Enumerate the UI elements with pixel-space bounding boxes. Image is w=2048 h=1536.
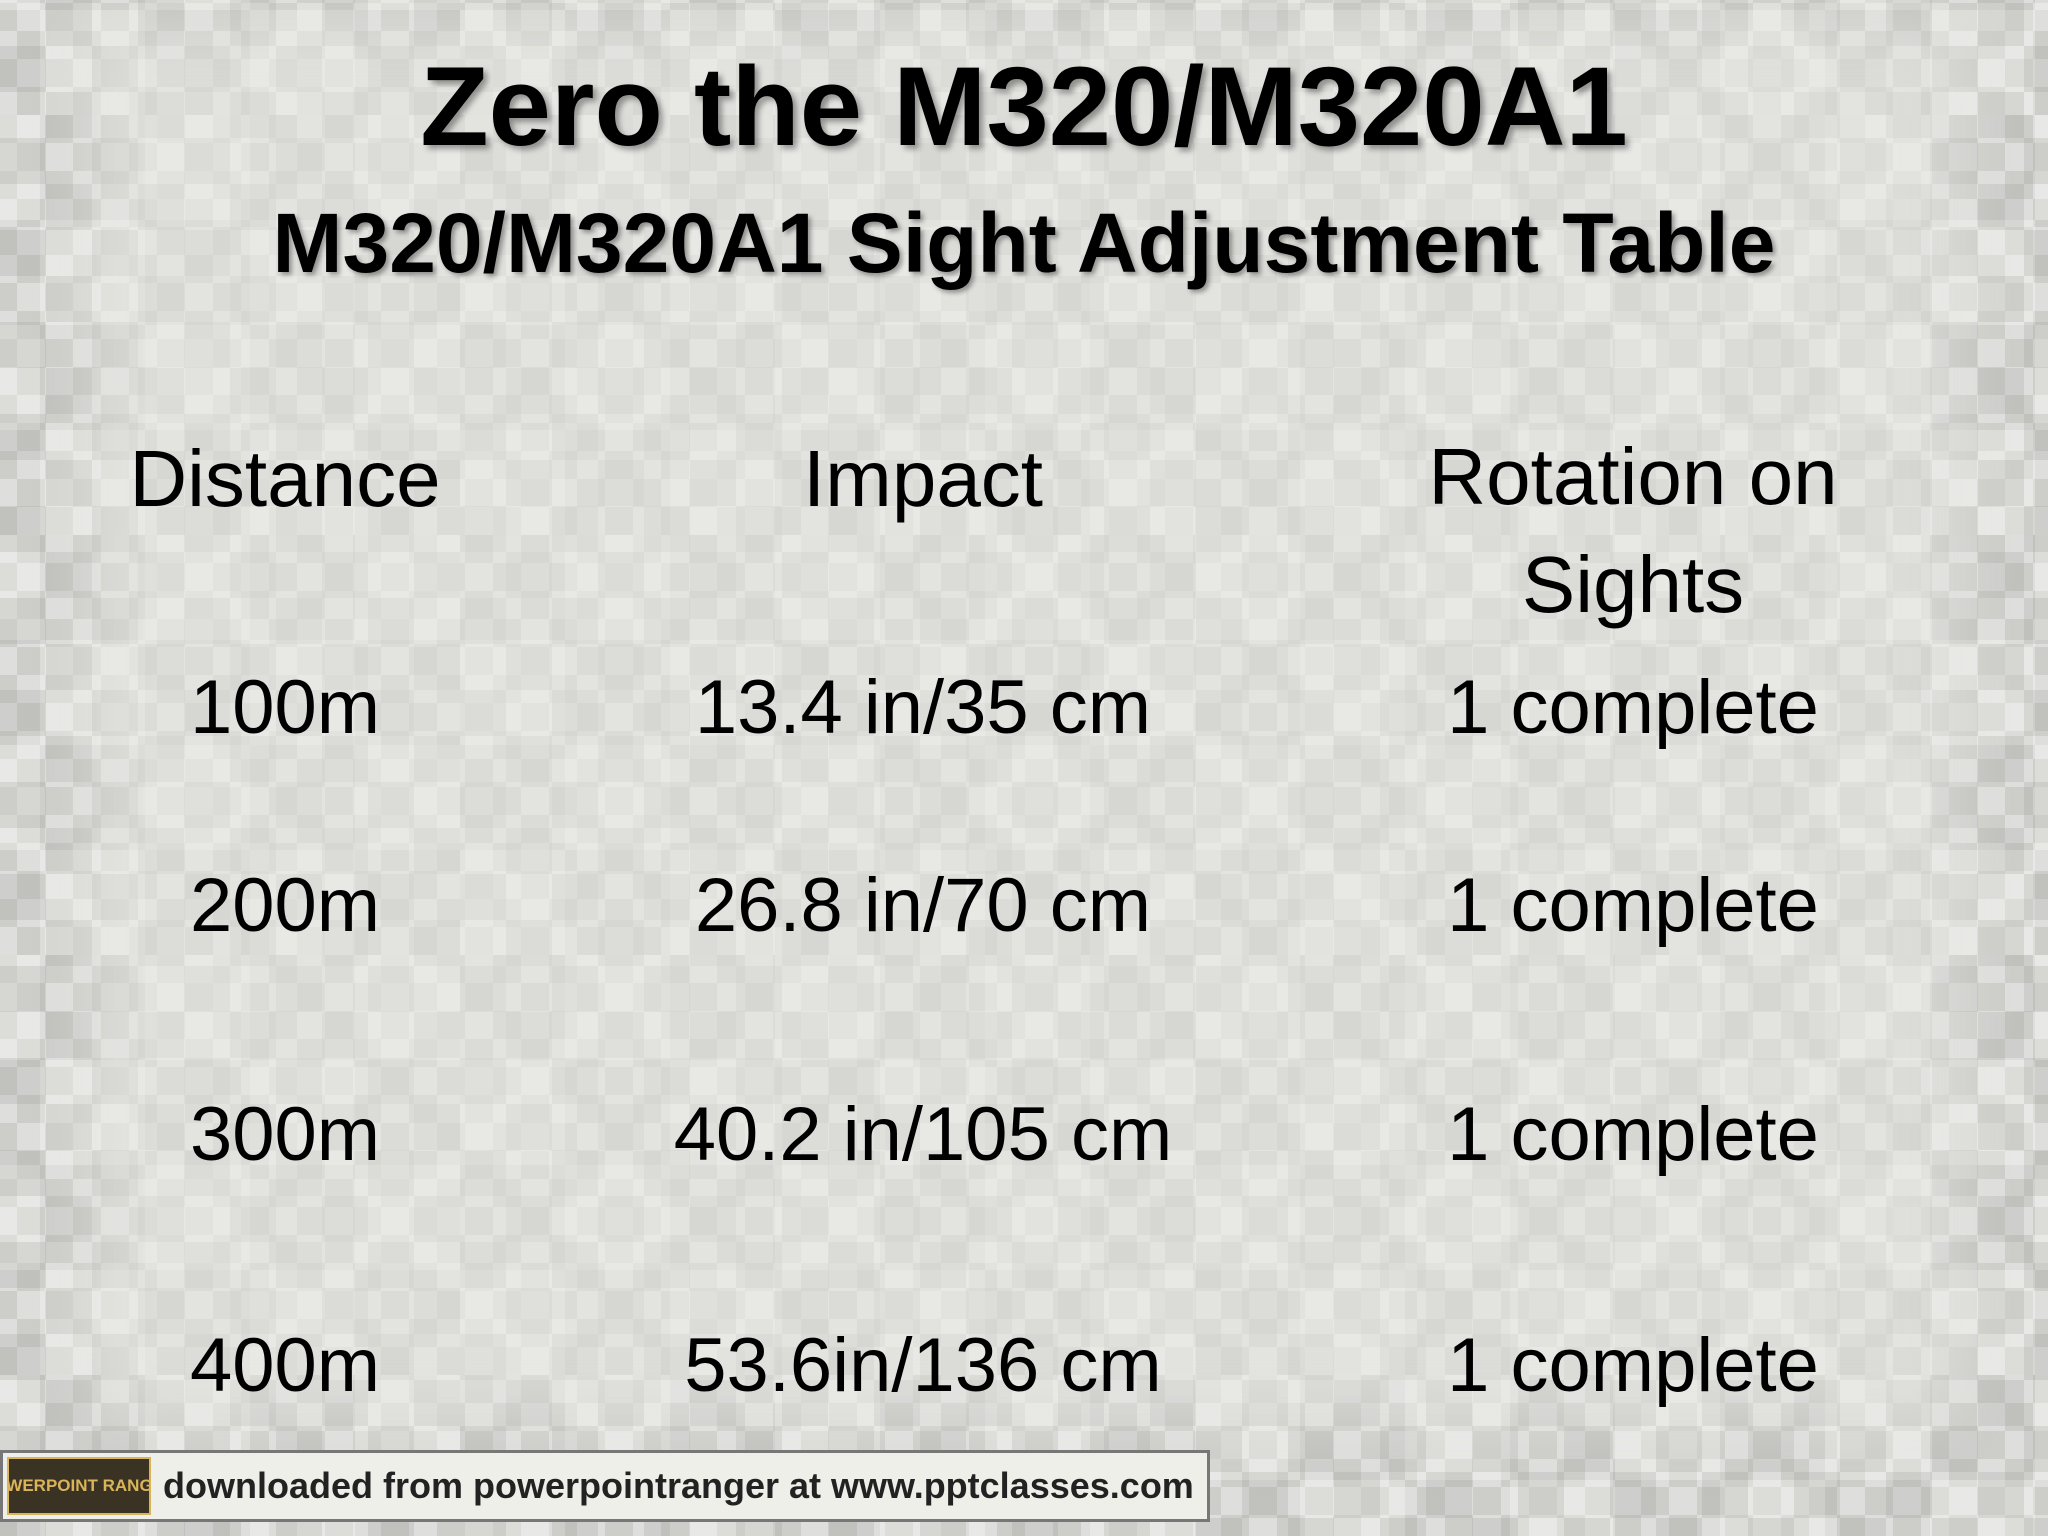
badge: POWERPOINT RANGER	[7, 1457, 151, 1515]
table-cell: 100m	[189, 665, 381, 750]
table-cell: 13.4 in/35 cm	[694, 665, 1152, 750]
table-cell: 53.6in/136 cm	[684, 1323, 1162, 1408]
table-cell: 300m	[189, 1092, 381, 1177]
subtitle: M320/M320A1 Sight Adjustment Table	[272, 196, 1776, 290]
table-cell: 40.2 in/105 cm	[673, 1092, 1173, 1177]
table-cell: 400m	[189, 1323, 381, 1408]
table-cell: 1 complete	[1447, 1323, 1819, 1408]
footer-text: downloaded from powerpointranger at www.…	[163, 1465, 1194, 1506]
column-header: Rotation on Sights	[1428, 432, 1838, 629]
table-cell: 1 complete	[1447, 1092, 1819, 1177]
background-veil	[90, 20, 1960, 1420]
table-cell: 200m	[189, 863, 381, 948]
footer-banner: POWERPOINT RANGER downloaded from powerp…	[0, 1450, 1210, 1522]
column-header: Impact	[802, 434, 1044, 523]
column-header: Distance	[129, 434, 441, 523]
table-cell: 26.8 in/70 cm	[694, 863, 1152, 948]
table-cell: 1 complete	[1447, 863, 1819, 948]
table-cell: 1 complete	[1447, 665, 1819, 750]
title: Zero the M320/M320A1	[420, 44, 1628, 169]
